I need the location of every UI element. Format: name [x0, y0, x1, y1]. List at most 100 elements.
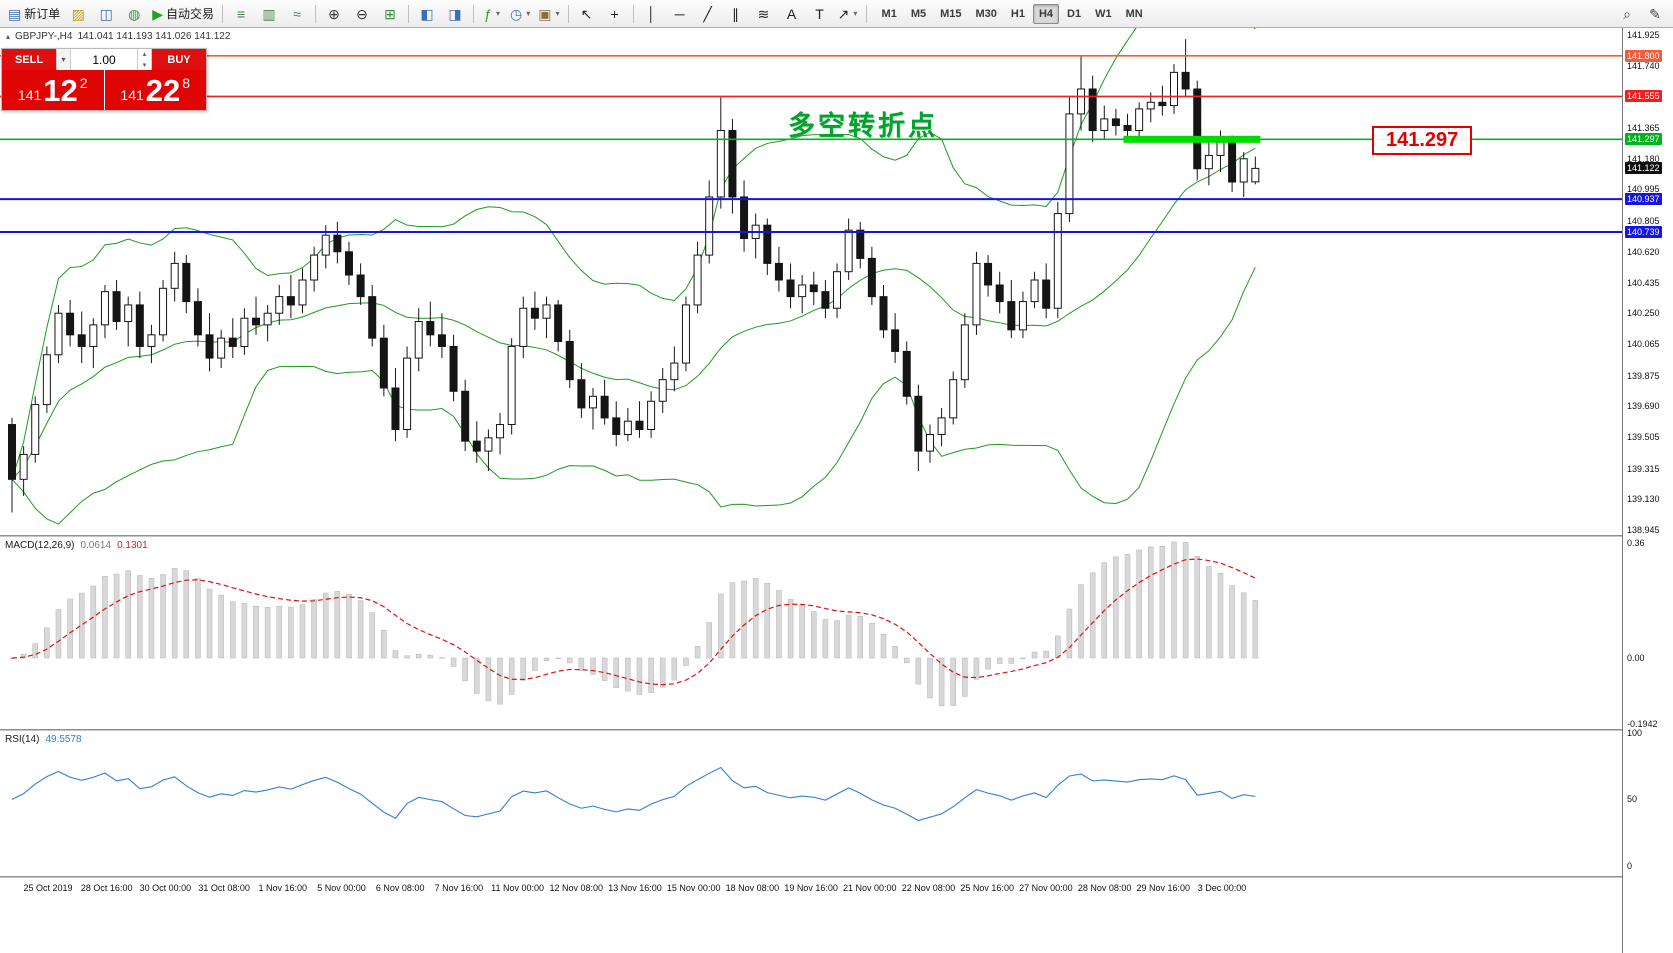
macd-histogram-bar	[415, 653, 422, 659]
collapse-arrow-icon[interactable]: ▴	[6, 32, 11, 41]
candle-body	[1228, 141, 1237, 183]
time-axis-label: 12 Nov 08:00	[549, 883, 604, 893]
one-click-trading-panel: SELL ▾ ▴ ▾ BUY 141 12 2 141 22 8	[1, 48, 207, 111]
macd-histogram-bar	[1182, 542, 1189, 659]
indicators-icon: ƒ	[484, 5, 492, 22]
candle-body	[1007, 301, 1016, 331]
timeframe-m30-button[interactable]: M30	[975, 7, 997, 20]
macd-label: MACD(12,26,9)	[5, 540, 75, 551]
candle-body	[507, 345, 516, 426]
panel-separator[interactable]	[0, 535, 1673, 537]
channel-button[interactable]: ∥	[722, 2, 750, 26]
timeframe-h1-button[interactable]: H1	[1010, 7, 1025, 20]
time-axis[interactable]: 25 Oct 2019 28 Oct 16:00 30 Oct 00:00 31 Oc…	[0, 878, 1622, 953]
data-window-button[interactable]: ◍	[120, 2, 148, 26]
macd-histogram-bar	[171, 568, 178, 659]
volume-up-button[interactable]: ▴	[142, 51, 147, 59]
timeframe-d1-button[interactable]: D1	[1067, 7, 1082, 20]
timeframe-m15-button[interactable]: M15	[940, 7, 962, 20]
sell-button[interactable]: SELL	[2, 49, 56, 70]
buy-price-display[interactable]: 141 22 8	[104, 70, 206, 110]
sell-price-prefix: 141	[17, 87, 42, 103]
macd-histogram-bar	[555, 657, 561, 659]
macd-histogram-bar	[125, 570, 131, 659]
chart-shift-button[interactable]: ◨	[441, 2, 469, 26]
line-chart-button[interactable]: ≈	[283, 2, 311, 26]
buy-button[interactable]: BUY	[152, 49, 206, 70]
sell-price-display[interactable]: 141 12 2	[2, 70, 104, 110]
templates-button[interactable]: ▣ ▾	[534, 2, 563, 26]
profiles-icon: ▨	[71, 5, 85, 22]
timeframe-mn-button[interactable]: MN	[1125, 7, 1143, 20]
zoom-out-icon: ⊖	[356, 5, 368, 22]
chart-shift-icon: ◨	[448, 5, 462, 22]
time-axis-label: 31 Oct 08:00	[198, 883, 250, 893]
text-button[interactable]: A	[778, 2, 806, 26]
bollinger-upper-line	[11, 28, 1256, 480]
candle-body	[763, 224, 772, 264]
new-order-button[interactable]: ▤ 新订单	[4, 2, 64, 26]
macd-canvas[interactable]	[0, 537, 1622, 728]
horizontal-line-button[interactable]: ─	[666, 2, 694, 26]
macd-histogram-bar	[578, 657, 585, 671]
macd-histogram-bar	[845, 615, 852, 659]
candle-body	[449, 345, 458, 392]
timeframe-h4-button[interactable]: H4	[1032, 3, 1060, 24]
chart-window-icon: ◫	[99, 5, 113, 22]
candle-body	[693, 254, 702, 306]
candle-body	[8, 424, 16, 480]
panel-separator[interactable]	[0, 876, 1673, 878]
vertical-line-button[interactable]: │	[638, 2, 666, 26]
macd-histogram-bar	[1240, 592, 1247, 659]
price-level-label: 141.555	[1625, 90, 1662, 103]
autotrading-button[interactable]: ▶ 自动交易	[148, 2, 218, 26]
bar-chart-button[interactable]: ≡	[227, 2, 255, 26]
price-axis[interactable]: 141.925 141.800 141.740 141.555 141.365 141.2…	[1622, 28, 1673, 953]
candle-body	[530, 307, 539, 319]
cursor-button[interactable]: ↖	[573, 2, 601, 26]
sell-dropdown-button[interactable]: ▾	[56, 49, 71, 70]
rsi-canvas[interactable]	[0, 731, 1622, 876]
tile-windows-button[interactable]: ⊞	[376, 2, 404, 26]
fibonacci-button[interactable]: ≋	[750, 2, 778, 26]
candle-chart-button[interactable]: ▥	[255, 2, 283, 26]
macd-histogram-bar	[20, 653, 27, 659]
arrows-button[interactable]: ↗ ▾	[834, 2, 862, 26]
macd-histogram-bar	[694, 646, 701, 659]
periods-button[interactable]: ◷ ▾	[506, 2, 534, 26]
trendline-icon: ╱	[703, 5, 712, 22]
timeframe-m1-button[interactable]: M1	[881, 7, 897, 20]
edit-button[interactable]: ✎	[1641, 2, 1669, 26]
timeframe-w1-button[interactable]: W1	[1095, 7, 1112, 20]
auto-scroll-button[interactable]: ◧	[413, 2, 441, 26]
price-chart-canvas[interactable]	[0, 28, 1622, 535]
candle-body	[344, 251, 353, 276]
crosshair-button[interactable]: +	[601, 2, 629, 26]
volume-down-button[interactable]: ▾	[142, 61, 147, 69]
candle-body	[1181, 71, 1190, 90]
candle-body	[1204, 154, 1213, 170]
macd-histogram-bar	[590, 657, 596, 675]
candle-body	[1100, 118, 1109, 132]
volume-input[interactable]	[71, 49, 137, 70]
zoom-in-button[interactable]: ⊕	[320, 2, 348, 26]
chart-window-button[interactable]: ◫	[92, 2, 120, 26]
macd-histogram-bar	[276, 605, 283, 659]
trendline-button[interactable]: ╱	[694, 2, 722, 26]
label-button[interactable]: T	[806, 2, 834, 26]
candle-body	[833, 271, 842, 309]
macd-scale-label: 0.00	[1627, 653, 1645, 663]
candle-body	[426, 321, 435, 336]
candle-body	[554, 304, 563, 342]
timeframe-m5-button[interactable]: M5	[910, 7, 927, 20]
time-axis-label: 7 Nov 16:00	[434, 883, 484, 893]
highlight-zone[interactable]	[1123, 135, 1261, 143]
search-button[interactable]: ⌕	[1613, 2, 1641, 26]
indicators-button[interactable]: ƒ ▾	[478, 2, 506, 26]
zoom-out-button[interactable]: ⊖	[348, 2, 376, 26]
price-tick-label: 140.805	[1627, 216, 1660, 227]
macd-histogram-bar	[1217, 573, 1224, 659]
panel-separator[interactable]	[0, 729, 1673, 731]
profiles-button[interactable]: ▨	[64, 2, 92, 26]
toolbar-groups: ▤ 新订单 ▨ ◫ ◍ ▶ 自动交易 ≡ ▥ ≈ ⊕ ⊖ ⊞ ◧ ◨ ƒ ▾ ◷ ▾ ▣ ▾ ↖ + │ ─ ╱ ∥ ≋ A T ↗ ▾	[4, 2, 862, 26]
